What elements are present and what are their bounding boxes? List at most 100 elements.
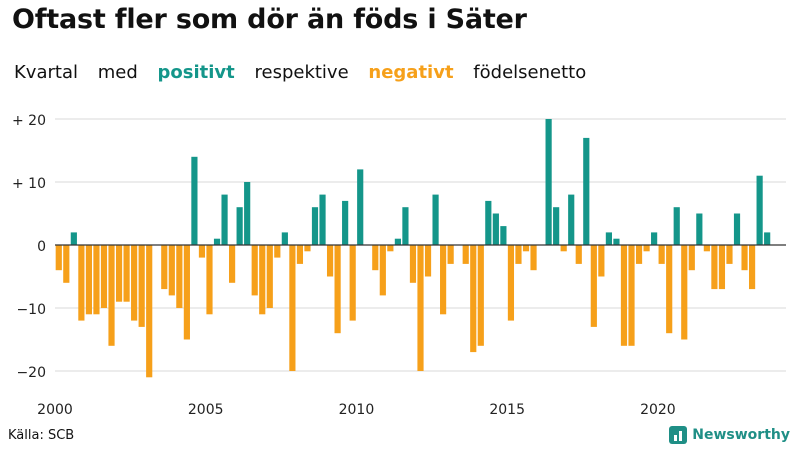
bar-positive <box>311 207 319 245</box>
bar-negative <box>78 245 85 321</box>
bar-negative <box>741 245 748 271</box>
axes: + 20 + 10 0 −10 −20 2000 2005 2010 2015 2020 <box>12 113 786 418</box>
bar-negative <box>470 245 477 353</box>
bar-negative <box>93 245 100 315</box>
y-tick-label: + 10 <box>12 176 46 192</box>
bar-positive <box>756 175 763 245</box>
bar-negative <box>658 245 665 264</box>
bar-negative <box>620 245 628 346</box>
chart-subtitle: Kvartal med positivt respektive negativt… <box>14 62 600 83</box>
subtitle-word-positive: positivt <box>157 62 235 83</box>
bar-positive <box>402 207 409 245</box>
bar-negative <box>409 245 417 283</box>
bar-positive <box>485 200 492 245</box>
subtitle-word-quarter: Kvartal <box>14 62 78 83</box>
subtitle-word-net-births: födelsenetto <box>473 62 587 83</box>
bars <box>55 119 771 378</box>
y-tick-label: −20 <box>16 365 46 381</box>
bar-negative <box>296 245 304 264</box>
bar-positive <box>357 169 364 245</box>
bar-negative <box>198 245 206 258</box>
bar-negative <box>681 245 688 340</box>
bar-positive <box>319 194 326 245</box>
bar-positive <box>764 232 771 245</box>
bar-negative <box>63 245 70 283</box>
bar-positive <box>221 194 228 245</box>
bar-positive <box>244 182 251 245</box>
brand-name: Newsworthy <box>692 427 790 443</box>
bar-negative <box>146 245 153 378</box>
bar-negative <box>590 245 597 327</box>
bar-negative <box>304 245 311 252</box>
y-tick-label: + 20 <box>12 113 46 129</box>
bar-negative <box>251 245 258 296</box>
bar-positive <box>281 232 288 245</box>
bar-negative <box>447 245 454 264</box>
bar-positive <box>651 232 658 245</box>
bar-positive <box>583 137 590 245</box>
bar-positive <box>70 232 77 245</box>
bar-negative <box>598 245 605 277</box>
bar-negative <box>726 245 733 264</box>
x-tick-label: 2010 <box>339 402 375 418</box>
subtitle-word-with: med <box>97 62 138 83</box>
y-tick-label: 0 <box>37 239 46 255</box>
bar-negative <box>424 245 432 277</box>
bar-negative <box>718 245 726 290</box>
bar-negative <box>183 245 190 340</box>
newsworthy-logo-icon <box>669 426 688 444</box>
bar-negative <box>417 245 424 371</box>
bar-positive <box>342 200 349 245</box>
bar-negative <box>55 245 62 271</box>
bar-negative <box>711 245 718 290</box>
subtitle-word-respectively: respektive <box>254 62 349 83</box>
bar-negative <box>379 245 386 296</box>
bar-positive <box>191 156 198 245</box>
bar-negative <box>266 245 273 308</box>
subtitle-word-negative: negativt <box>368 62 454 83</box>
bar-negative <box>643 245 650 252</box>
bar-positive <box>605 232 612 245</box>
bar-negative <box>176 245 183 308</box>
bar-negative <box>575 245 582 264</box>
chart-title: Oftast fler som dör än föds i Säter <box>12 4 527 35</box>
bar-positive <box>733 213 741 245</box>
bar-negative <box>326 245 334 277</box>
bar-negative <box>666 245 673 334</box>
bar-negative <box>334 245 341 334</box>
bar-negative <box>507 245 515 321</box>
bar-negative <box>515 245 522 264</box>
bar-negative <box>161 245 168 290</box>
bar-negative <box>85 245 93 315</box>
bar-negative <box>289 245 296 371</box>
bar-positive <box>545 119 552 245</box>
bar-negative <box>372 245 379 271</box>
x-tick-label: 2020 <box>640 402 676 418</box>
bar-positive <box>696 213 703 245</box>
x-tick-label: 2000 <box>37 402 73 418</box>
bar-positive <box>236 207 243 245</box>
bar-negative <box>131 245 138 321</box>
bar-negative <box>628 245 635 346</box>
bar-negative <box>138 245 145 327</box>
bar-negative <box>100 245 108 308</box>
bar-negative <box>349 245 356 321</box>
bar-positive <box>394 238 401 245</box>
bar-positive <box>553 207 560 245</box>
y-tick-label: −10 <box>16 302 46 318</box>
bar-negative <box>522 245 530 252</box>
bar-negative <box>206 245 213 315</box>
bar-negative <box>748 245 756 290</box>
bar-negative <box>259 245 266 315</box>
x-tick-label: 2015 <box>489 402 525 418</box>
bar-negative <box>274 245 281 258</box>
bar-negative <box>115 245 123 302</box>
bar-negative <box>560 245 567 252</box>
bar-positive <box>673 207 680 245</box>
bar-positive <box>613 238 620 245</box>
bar-positive <box>432 194 439 245</box>
bar-negative <box>530 245 537 271</box>
brand: Newsworthy <box>669 426 790 444</box>
source-note: Källa: SCB <box>8 428 75 443</box>
